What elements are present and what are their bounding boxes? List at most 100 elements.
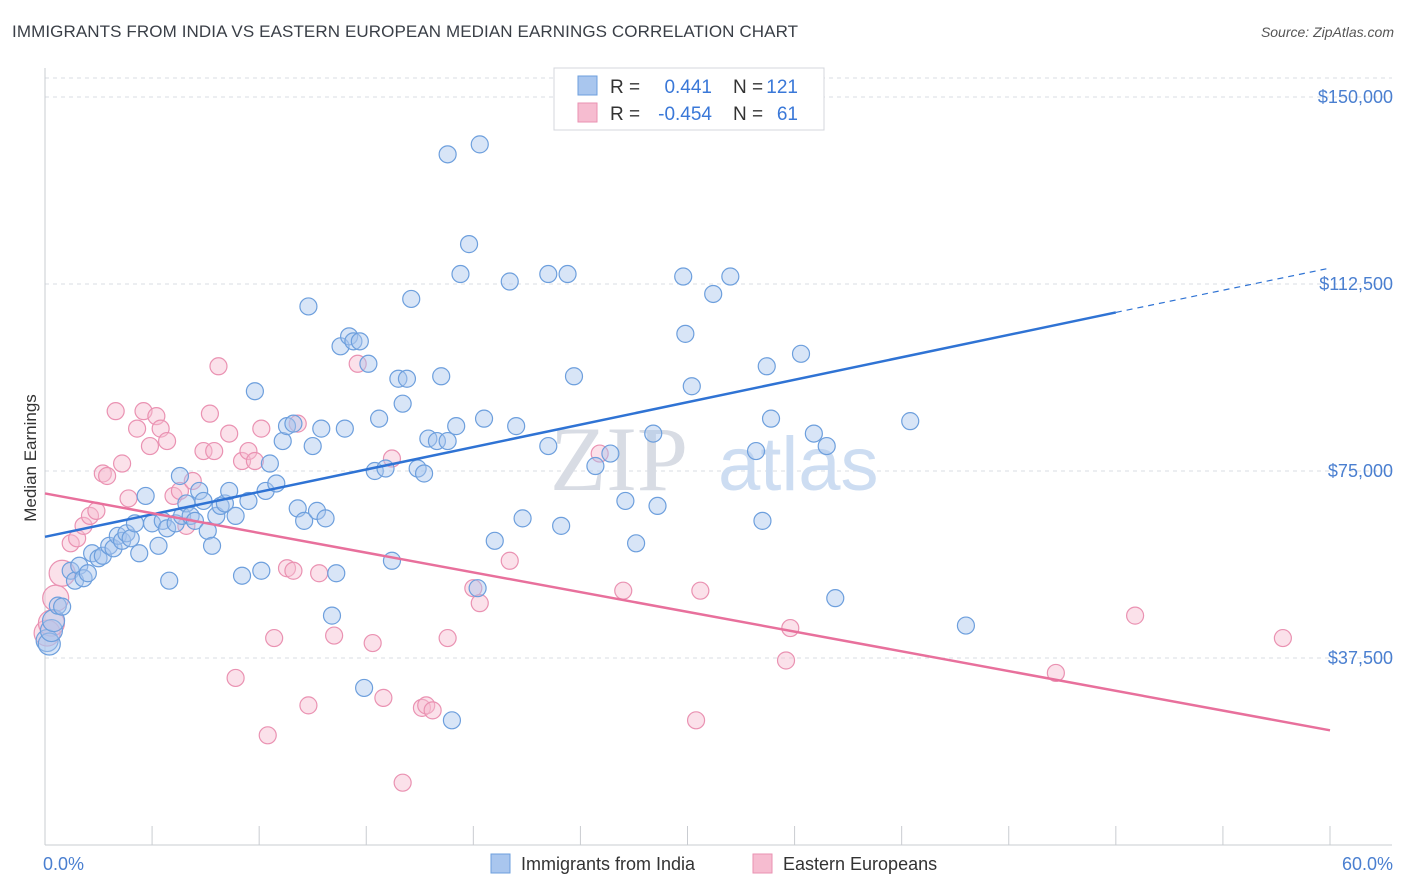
india-point — [202, 536, 222, 555]
india-point — [160, 571, 179, 590]
eastern-point — [226, 668, 245, 688]
india-point — [432, 367, 451, 386]
india-point — [746, 441, 766, 461]
chart-title: IMMIGRANTS FROM INDIA VS EASTERN EUROPEA… — [12, 22, 799, 41]
india-point — [157, 519, 177, 538]
india-point — [558, 264, 577, 284]
india-point — [149, 536, 168, 555]
india-point — [402, 289, 421, 309]
india-point — [626, 534, 646, 553]
india-point — [539, 264, 558, 284]
eastern-europeans-points — [33, 354, 1292, 792]
india-point — [468, 579, 487, 598]
eastern-point — [363, 633, 382, 653]
india-point — [355, 678, 374, 698]
india-point — [442, 711, 462, 730]
india-point — [485, 531, 504, 550]
india-point — [136, 486, 155, 506]
india-point — [761, 409, 781, 428]
y-axis-title: Median Earnings — [21, 394, 40, 522]
eastern-point — [1273, 628, 1292, 648]
india-point — [676, 324, 695, 343]
bottom-legend-label-india: Immigrants from India — [521, 854, 696, 874]
india-points — [35, 135, 976, 730]
eastern-point — [393, 773, 412, 792]
india-point — [539, 436, 558, 456]
eastern-point — [252, 419, 271, 438]
legend-n-label-eastern: N = — [733, 104, 763, 125]
eastern-point — [232, 451, 252, 471]
india-point — [299, 297, 318, 316]
india-point — [956, 616, 976, 635]
india-point — [438, 145, 457, 164]
india-point — [644, 424, 663, 443]
eastern-trend-line — [44, 492, 1331, 732]
eastern-point — [299, 696, 318, 715]
india-point — [397, 369, 417, 388]
india-point — [382, 551, 402, 570]
y-tick-label: $112,500 — [1319, 274, 1393, 294]
source-label: Source: ZipAtlas.com — [1260, 24, 1394, 40]
eastern-point — [284, 561, 303, 580]
eastern-point — [194, 441, 213, 461]
eastern-point — [470, 594, 489, 613]
x-tick-label: 0.0% — [43, 854, 84, 874]
eastern-point — [374, 688, 393, 707]
correlation-legend: R = 0.441 N = 121 R = -0.454 N = 61 — [553, 67, 825, 131]
bottom-legend-swatch-india — [490, 853, 511, 874]
india-point — [39, 618, 64, 643]
india-point — [322, 606, 342, 625]
eastern-point — [245, 451, 264, 471]
india-point — [252, 561, 271, 580]
india-point — [350, 332, 369, 351]
eastern-point — [1126, 606, 1145, 625]
india-point — [335, 419, 354, 438]
india-point — [376, 459, 395, 478]
india-point — [513, 509, 532, 528]
eastern-point — [1046, 663, 1065, 683]
india-point — [78, 564, 97, 583]
trend-lines — [44, 267, 1331, 732]
india-point — [316, 509, 335, 528]
eastern-point — [348, 354, 367, 373]
india-point — [757, 357, 776, 376]
eastern-point — [239, 441, 258, 461]
india-point — [260, 454, 279, 473]
y-tick-label: $150,000 — [1318, 87, 1393, 107]
india-point — [447, 417, 466, 436]
axes — [44, 68, 1392, 846]
eastern-point — [209, 357, 228, 376]
bottom-legend-swatch-eastern — [752, 853, 773, 874]
india-point — [427, 431, 447, 451]
india-point — [53, 597, 72, 616]
india-point — [682, 377, 701, 396]
legend-r-value-eastern: -0.454 — [658, 104, 712, 125]
india-point — [190, 481, 209, 501]
india-point — [93, 546, 112, 565]
india-point — [704, 284, 723, 304]
y-tick-label: $37,500 — [1328, 648, 1393, 668]
eastern-point — [119, 489, 138, 508]
india-point — [901, 412, 920, 431]
india-point — [451, 264, 470, 284]
eastern-point — [127, 419, 147, 438]
india-point — [817, 436, 836, 456]
eastern-point — [177, 516, 196, 535]
legend-swatch-eastern — [577, 102, 598, 123]
india-point — [500, 272, 519, 291]
india-point — [327, 564, 346, 583]
india-point — [130, 544, 149, 563]
eastern-point — [438, 628, 457, 648]
legend-n-label-india: N = — [733, 77, 763, 98]
legend-swatch-india — [577, 75, 598, 96]
tick-labels: $37,500 $75,000 $112,500 $150,000 0.0% 60.0% — [43, 87, 1393, 874]
india-point — [564, 367, 584, 386]
legend-r-label-india: R = — [610, 77, 640, 98]
legend-n-value-eastern: 61 — [777, 104, 798, 125]
india-point — [804, 424, 823, 443]
india-point — [239, 491, 258, 511]
india-point — [721, 267, 740, 286]
india-point — [121, 529, 140, 548]
india-point — [273, 431, 292, 451]
india-point — [414, 464, 434, 483]
